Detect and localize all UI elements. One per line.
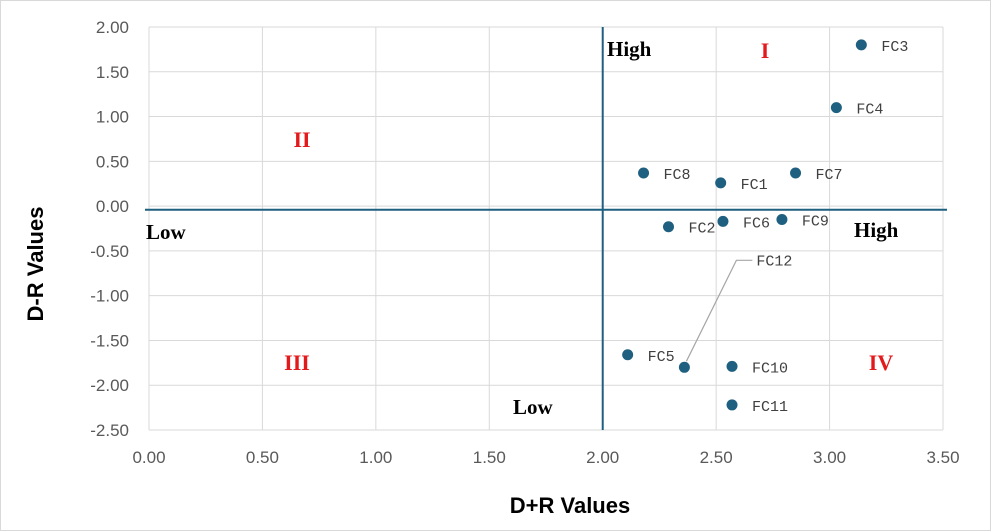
y-tick-label: -1.50 (90, 331, 129, 350)
x-tick-label: 0.50 (246, 448, 279, 467)
y-tick-label: -2.00 (90, 376, 129, 395)
point-label-fc3: FC3 (881, 39, 908, 56)
data-point-fc2 (663, 221, 675, 233)
quadrant-label-4: IV (869, 350, 894, 375)
point-label-fc7: FC7 (816, 167, 843, 184)
y-tick-label: 2.00 (96, 18, 129, 37)
grid-lines (148, 26, 944, 431)
data-point-fc12 (678, 361, 690, 373)
y-tick-label: -0.50 (90, 242, 129, 261)
region-label-x-low: Low (146, 220, 187, 244)
quadrant-label-2: II (293, 127, 310, 152)
region-label-y-low: Low (513, 395, 554, 419)
leader-lines (685, 259, 753, 362)
data-point-fc7 (790, 167, 802, 179)
x-tick-label: 0.00 (132, 448, 165, 467)
x-tick-label: 3.50 (926, 448, 959, 467)
y-tick-label: -2.50 (90, 421, 129, 440)
point-label-fc8: FC8 (664, 167, 691, 184)
point-label-fc1: FC1 (741, 177, 768, 194)
data-point-fc3 (855, 39, 867, 51)
y-tick-labels: 2.00 1.50 1.00 0.50 0.00 -0.50 -1.00 -1.50 -2.00… (90, 18, 129, 440)
x-tick-labels: 0.00 0.50 1.00 1.50 2.00 2.50 3.00 3.50 (132, 448, 959, 467)
x-tick-label: 2.00 (586, 448, 619, 467)
point-label-fc11: FC11 (752, 399, 788, 416)
data-point-fc1 (715, 177, 727, 189)
point-label-fc6: FC6 (743, 215, 770, 232)
x-tick-label: 1.00 (359, 448, 392, 467)
data-points (622, 39, 867, 411)
x-tick-label: 1.50 (473, 448, 506, 467)
y-axis-title: D-R Values (23, 207, 48, 322)
point-label-fc2: FC2 (689, 221, 716, 238)
y-tick-label: 0.00 (96, 197, 129, 216)
quadrant-label-1: I (761, 38, 770, 63)
point-label-fc9: FC9 (802, 214, 829, 231)
leader-line-fc12 (685, 259, 753, 362)
point-label-fc12: FC12 (756, 253, 792, 270)
region-label-x-high: High (854, 218, 899, 242)
y-tick-label: 0.50 (96, 152, 129, 171)
data-point-fc4 (830, 102, 842, 114)
data-point-fc6 (717, 215, 729, 227)
data-point-fc9 (776, 214, 788, 226)
x-axis-title: D+R Values (510, 493, 630, 518)
data-point-fc11 (726, 399, 738, 411)
x-tick-label: 2.50 (700, 448, 733, 467)
y-tick-label: -1.00 (90, 287, 129, 306)
quadrant-label-3: III (284, 350, 310, 375)
point-labels: FC1 FC2 FC3 FC4 FC5 FC6 FC7 FC8 FC9 FC10 FC11 FC12 (648, 39, 909, 416)
region-label-y-high: High (607, 37, 652, 61)
point-label-fc4: FC4 (856, 102, 883, 119)
point-label-fc5: FC5 (648, 349, 675, 366)
y-tick-label: 1.50 (96, 63, 129, 82)
quadrant-dividers (145, 27, 947, 430)
x-tick-label: 3.00 (813, 448, 846, 467)
point-label-fc10: FC10 (752, 360, 788, 377)
data-point-fc8 (638, 167, 650, 179)
data-point-fc10 (726, 360, 738, 372)
data-point-fc5 (622, 349, 634, 361)
y-tick-label: 1.00 (96, 108, 129, 127)
